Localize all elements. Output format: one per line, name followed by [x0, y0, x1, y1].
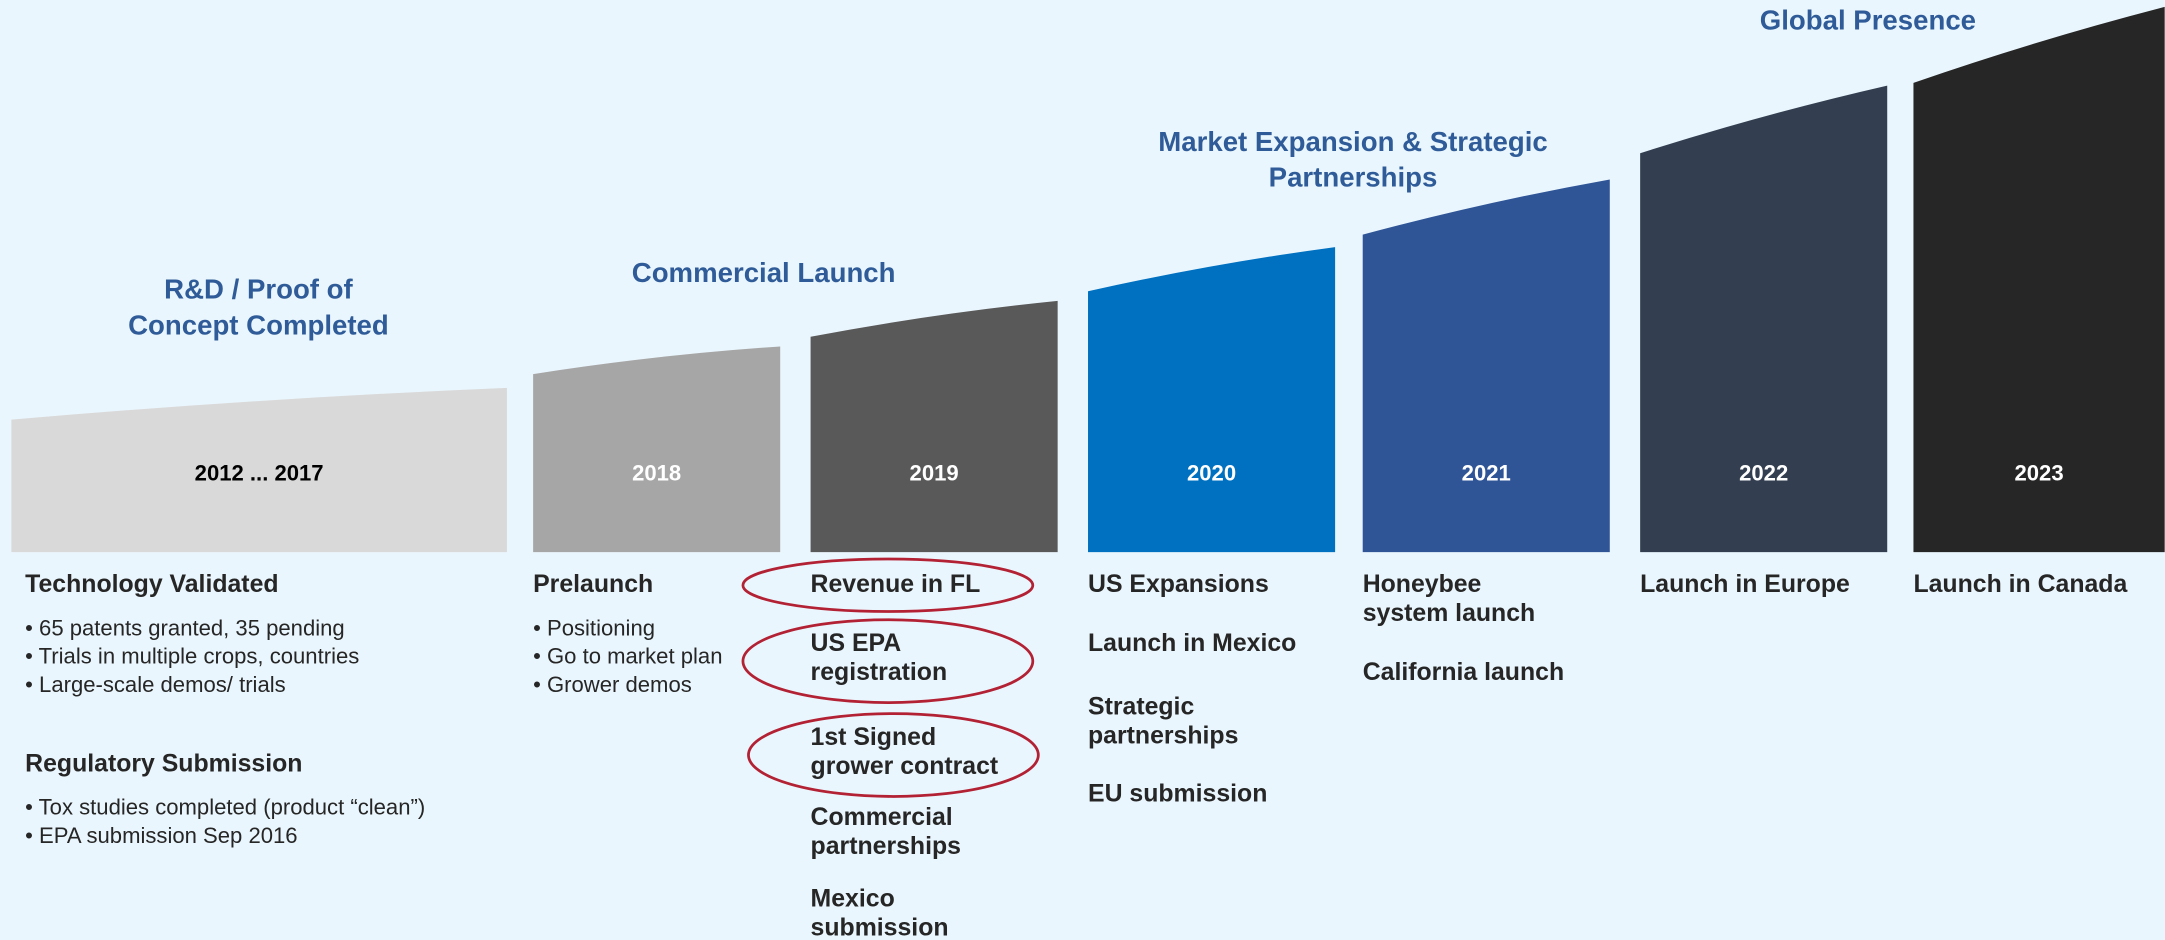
milestone: Prelaunch [533, 571, 653, 598]
milestone: Commercial [811, 804, 953, 831]
highlight-circle [741, 557, 1035, 613]
bullet: • Trials in multiple crops, countries [25, 644, 359, 669]
highlight-circle [747, 712, 1040, 798]
milestone: US EPA [811, 630, 902, 657]
milestone: Technology Validated [25, 571, 278, 598]
bullet: • Large-scale demos/ trials [25, 672, 286, 697]
year-label: 2022 [1739, 461, 1788, 486]
milestone: Launch in Canada [1913, 571, 2127, 598]
year-label: 2020 [1187, 461, 1236, 486]
bullet: • Positioning [533, 615, 655, 640]
year-label: 2019 [910, 461, 959, 486]
year-block [1913, 6, 2165, 553]
milestone: Revenue in FL [811, 571, 981, 598]
milestone: Launch in Europe [1640, 571, 1850, 598]
phase-title: Commercial Launch [632, 257, 896, 288]
year-label: 2018 [632, 461, 681, 486]
year-label: 2012 ... 2017 [195, 461, 324, 486]
milestone: Regulatory Submission [25, 750, 302, 777]
highlight-circles [741, 557, 1040, 798]
milestone: 1st Signed [811, 724, 937, 751]
year-block [11, 387, 507, 553]
milestone: grower contract [811, 753, 999, 780]
milestone: partnerships [811, 833, 961, 860]
milestone: Mexico [811, 886, 895, 913]
milestone: submission [811, 915, 949, 940]
highlight-circle [741, 618, 1035, 704]
bullet: • EPA submission Sep 2016 [25, 823, 297, 848]
milestone: registration [811, 659, 948, 686]
phase-title: Concept Completed [128, 309, 389, 340]
phase-title: Market Expansion & Strategic [1158, 126, 1548, 157]
year-block [533, 346, 781, 553]
year-block [1362, 179, 1610, 553]
bullet: • Go to market plan [533, 644, 722, 669]
content: R&D / Proof of Concept Completed Commercia… [11, 4, 2165, 940]
phase-title: Partnerships [1269, 162, 1438, 193]
milestone: system launch [1363, 600, 1536, 627]
bullet: • Grower demos [533, 672, 692, 697]
year-block [1088, 247, 1336, 553]
phase-title: Global Presence [1760, 4, 1976, 35]
year-label: 2023 [2015, 461, 2064, 486]
milestone: California launch [1363, 659, 1564, 686]
milestone: Launch in Mexico [1088, 630, 1296, 657]
year-block [810, 300, 1058, 553]
milestone: US Expansions [1088, 571, 1269, 598]
bullet: • 65 patents granted, 35 pending [25, 615, 345, 640]
bullet: • Tox studies completed (product “clean”… [25, 795, 425, 820]
milestone: Strategic [1088, 694, 1194, 721]
phase-title: R&D / Proof of [164, 274, 353, 305]
year-label: 2021 [1462, 461, 1511, 486]
year-block [1640, 85, 1888, 553]
milestone: partnerships [1088, 723, 1238, 750]
milestone: EU submission [1088, 781, 1267, 808]
milestone: Honeybee [1363, 571, 1482, 598]
